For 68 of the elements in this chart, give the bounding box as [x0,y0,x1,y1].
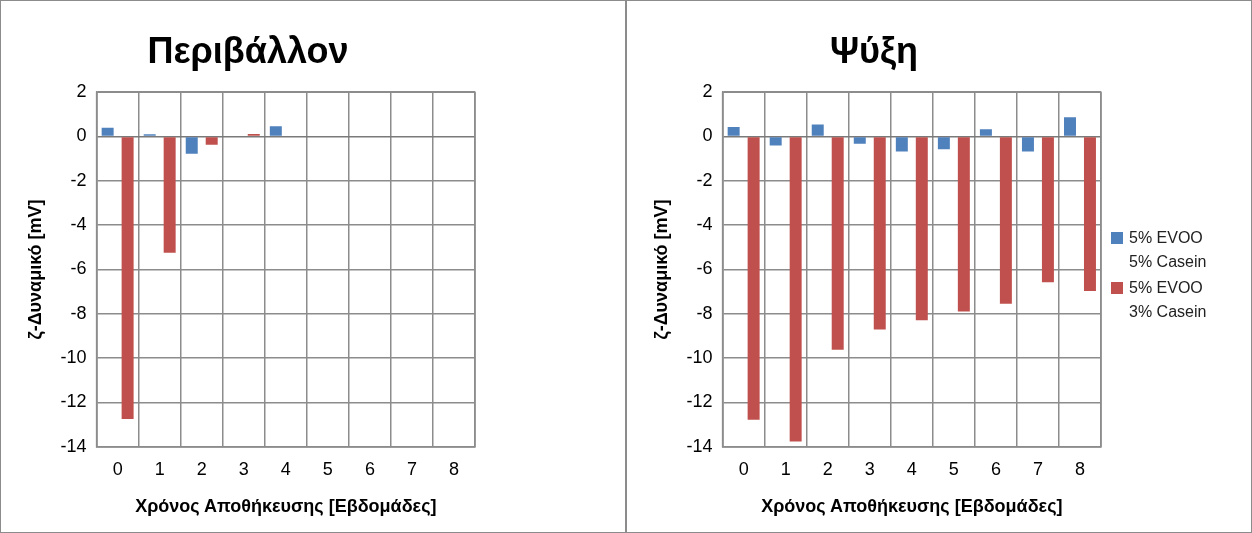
x-tick-label: 3 [238,458,249,479]
x-tick-label: 2 [196,458,207,479]
bar [1021,137,1034,152]
bar [789,137,802,442]
y-tick-label: 2 [702,81,713,102]
bar [937,137,950,150]
y-tick-label: -12 [686,391,713,412]
bar [895,137,908,152]
chart-title: Περιβάλλον [147,29,349,71]
x-tick-label: 6 [364,458,375,479]
bar [727,127,740,136]
x-tick-label: 1 [154,458,165,479]
x-tick-label: 1 [780,458,791,479]
y-tick-label: -6 [696,258,713,279]
y-tick-label: -8 [696,302,713,323]
x-tick-label: 3 [864,458,875,479]
x-tick-label: 4 [906,458,917,479]
bar [769,137,782,146]
x-tick-label: 6 [990,458,1001,479]
bar [121,137,134,420]
legend-label: 5% EVOO 3% Casein [1129,278,1208,322]
y-tick-label: -4 [696,214,713,235]
y-axis-title: ζ-Δυναμικό [mV] [650,199,672,340]
x-tick-label: 4 [280,458,291,479]
y-tick-label: -4 [70,214,87,235]
bar [831,137,844,350]
bar [979,129,992,136]
x-tick-label: 5 [322,458,333,479]
y-tick-label: -12 [60,391,87,412]
x-tick-label: 8 [1074,458,1085,479]
y-tick-label: -6 [70,258,87,279]
bar [205,137,218,145]
x-axis-title: Χρόνος Αποθήκευσης [Εβδομάδες] [135,496,437,517]
bar [811,124,824,136]
bar [185,137,198,154]
x-tick-label: 0 [738,458,749,479]
y-tick-label: -10 [60,347,87,368]
y-tick-label: -14 [60,435,87,456]
x-tick-label: 8 [448,458,459,479]
x-tick-label: 0 [112,458,123,479]
x-tick-label: 7 [1032,458,1043,479]
bar [957,137,970,312]
y-tick-label: 2 [76,81,87,102]
y-tick-label: -10 [686,347,713,368]
bar [1041,137,1054,283]
y-tick-label: -14 [686,435,713,456]
y-tick-label: -2 [70,169,87,190]
bar [853,137,866,144]
bar [873,137,886,330]
y-tick-label: 0 [76,125,87,146]
x-axis-title: Χρόνος Αποθήκευσης [Εβδομάδες] [761,496,1063,517]
x-tick-label: 7 [406,458,417,479]
y-axis-title: ζ-Δυναμικό [mV] [24,199,46,340]
bar [999,137,1012,304]
x-tick-label: 2 [822,458,833,479]
y-tick-label: -2 [696,169,713,190]
legend-label: 5% EVOO 5% Casein [1129,228,1208,272]
bar [163,137,176,253]
x-tick-label: 5 [948,458,959,479]
chart-title: Ψύξη [829,29,919,71]
bar [915,137,928,321]
bar [101,127,114,136]
bar [1083,137,1096,291]
y-tick-label: 0 [702,125,713,146]
bar [747,137,760,420]
bar [269,126,282,136]
bar [1064,117,1076,136]
y-tick-label: -8 [70,302,87,323]
